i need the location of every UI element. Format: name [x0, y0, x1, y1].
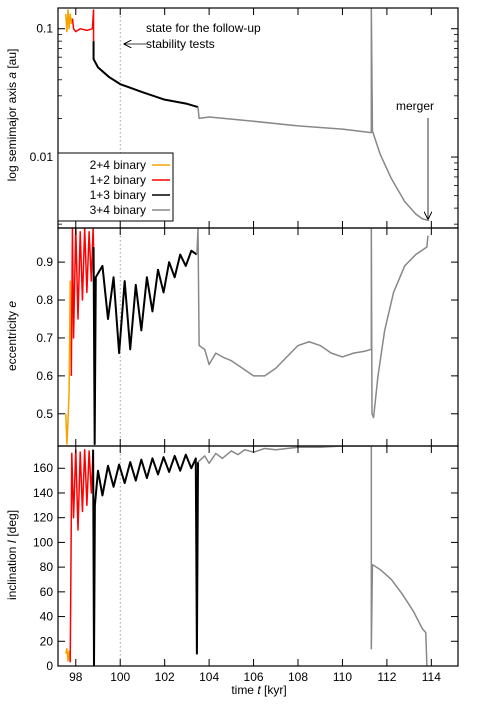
y-tick-label-eccentricity: 0.7	[36, 331, 53, 345]
series-inclination-3-4-binary	[197, 446, 428, 666]
series-semimajor-2-4-binary	[65, 9, 74, 33]
annotation-state-line2: stability tests	[146, 37, 215, 51]
series-eccentricity-2-4-binary	[65, 280, 73, 445]
x-tick-label: 104	[199, 670, 219, 684]
y-tick-label-inclination: 0	[46, 659, 53, 673]
y-tick-label-eccentricity: 0.5	[36, 407, 53, 421]
y-axis-labels: log semimajor axis a [au] eccentricity e…	[5, 49, 19, 600]
y-tick-label-inclination: 160	[33, 461, 53, 475]
y-tick-label-inclination: 60	[40, 585, 54, 599]
series-inclination-1-2-binary	[69, 448, 94, 663]
y-tick-label-inclination: 20	[40, 634, 54, 648]
y-tick-label-eccentricity: 0.9	[36, 255, 53, 269]
series-inclination-1-3-binary	[92, 449, 199, 666]
panel-frame-inclination	[57, 445, 459, 667]
y-tick-label-inclination: 120	[33, 511, 53, 525]
y-tick-label-eccentricity: 0.6	[36, 369, 53, 383]
series-semimajor-3-4-binary	[197, 8, 430, 222]
chart-panels: 0.1 0.01 0.5 0.6 0.7 0.8 0.9 0 20 40 60 80 100 120 140…	[30, 7, 459, 673]
x-tick-label: 112	[377, 670, 396, 684]
x-tick-label: 114	[422, 670, 441, 684]
series-eccentricity-1-2-binary	[70, 228, 95, 376]
x-tick-label: 108	[288, 670, 308, 684]
series-semimajor-1-3-binary	[92, 41, 199, 109]
x-axis: 98 100 102 104 106 108 110 112 114	[69, 670, 441, 684]
series-group-inclination	[65, 446, 428, 666]
y-tick-label-inclination: 100	[33, 535, 53, 549]
annotation-state-line1: state for the follow-up	[146, 21, 261, 35]
x-tick-label: 100	[110, 670, 130, 684]
series-group-eccentricity	[65, 228, 429, 446]
y-axis-label-eccentricity: eccentricity e	[5, 301, 19, 371]
y-tick-label-eccentricity: 0.8	[36, 293, 53, 307]
y-tick-label-inclination: 40	[40, 610, 54, 624]
legend-label-2: 1+2 binary	[90, 173, 146, 187]
series-eccentricity-3-4-binary	[196, 228, 429, 419]
legend-label-3: 1+3 binary	[90, 188, 146, 202]
y-tick-label-semimajor: 0.1	[36, 22, 53, 36]
legend: 2+4 binary 1+2 binary 1+3 binary 3+4 bin…	[57, 152, 174, 222]
y-tick-label-inclination: 140	[33, 486, 53, 500]
x-tick-label: 106	[244, 670, 264, 684]
x-axis-label: time t [kyr]	[231, 683, 286, 697]
y-axis-label-inclination: inclination I [deg]	[5, 510, 19, 600]
annotations: state for the follow-up stability tests …	[146, 21, 434, 113]
panel-eccentricity: 0.5 0.6 0.7 0.8 0.9	[36, 227, 459, 447]
y-tick-label-semimajor: 0.01	[30, 150, 54, 164]
series-group-semimajor	[65, 8, 430, 222]
x-tick-label: 98	[69, 670, 83, 684]
panel-inclination: 0 20 40 60 80 100 120 140 160	[33, 445, 459, 673]
series-semimajor-1-2-binary	[71, 9, 95, 42]
series-inclination-2-4-binary	[65, 647, 71, 663]
x-tick-label: 110	[333, 670, 352, 684]
y-axis-label-semimajor: log semimajor axis a [au]	[5, 49, 19, 182]
series-eccentricity-1-3-binary	[92, 246, 198, 446]
legend-label-4: 3+4 binary	[90, 203, 146, 217]
legend-label-1: 2+4 binary	[90, 158, 146, 172]
annotation-merger: merger	[396, 99, 434, 113]
y-tick-label-inclination: 80	[40, 560, 54, 574]
x-tick-label: 102	[155, 670, 175, 684]
